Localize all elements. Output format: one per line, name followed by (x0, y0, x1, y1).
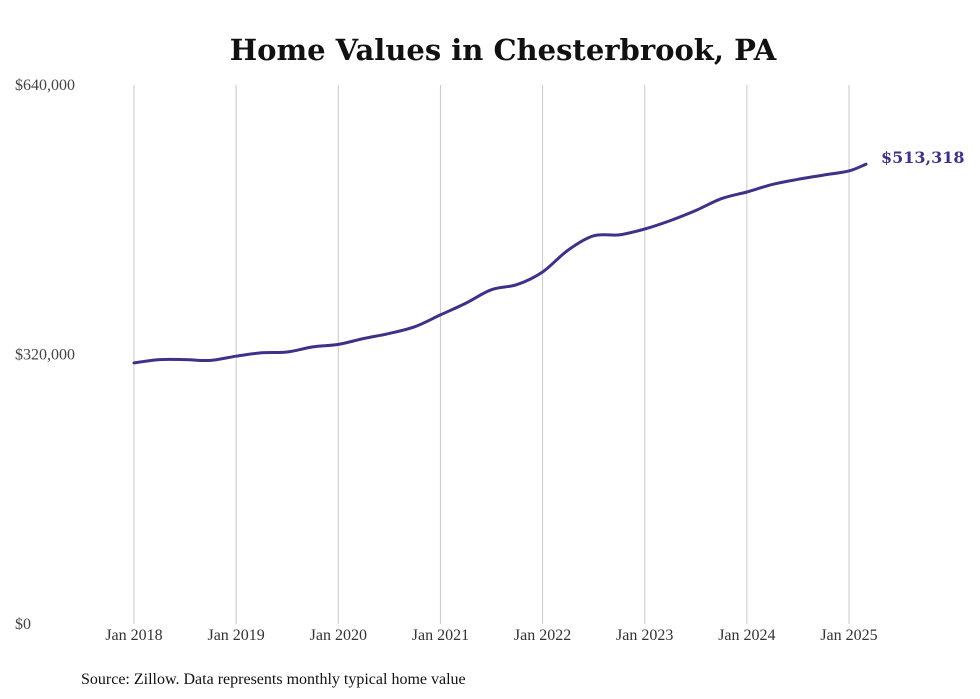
x-gridlines (133, 85, 850, 624)
x-axis-ticks: Jan 2018 Jan 2019 Jan 2020 Jan 2021 Jan 2022… (105, 627, 877, 644)
x-tick-label: Jan 2023 (616, 627, 673, 644)
chart-title: Home Values in Chesterbrook, PA (230, 33, 777, 67)
x-tick-label: Jan 2025 (820, 627, 877, 644)
latest-value-label: $513,318 (881, 148, 965, 167)
x-tick-label: Jan 2021 (412, 627, 469, 644)
home-value-series-line (132, 162, 868, 365)
x-tick-label: Jan 2020 (310, 627, 367, 644)
y-axis-ticks: $0 $320,000 $640,000 (15, 77, 75, 633)
y-tick-label: $0 (15, 616, 31, 633)
x-tick-label: Jan 2019 (207, 627, 264, 644)
source-note: Source: Zillow. Data represents monthly … (81, 671, 466, 688)
x-tick-label: Jan 2018 (105, 627, 162, 644)
x-tick-label: Jan 2024 (718, 627, 775, 644)
y-tick-label: $640,000 (15, 77, 75, 94)
y-tick-label: $320,000 (15, 347, 75, 364)
x-tick-label: Jan 2022 (514, 627, 571, 644)
